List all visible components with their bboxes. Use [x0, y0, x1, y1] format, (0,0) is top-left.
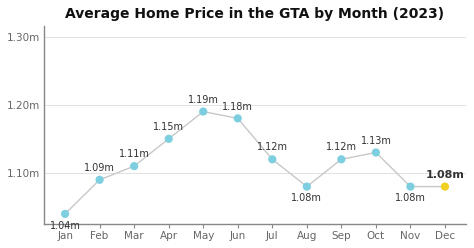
Point [61, 212, 69, 216]
Point [130, 164, 138, 168]
Title: Average Home Price in the GTA by Month (2023): Average Home Price in the GTA by Month (… [65, 7, 445, 21]
Point [165, 137, 173, 141]
Point [337, 157, 345, 161]
Point [407, 185, 414, 188]
Text: 1.08m: 1.08m [292, 193, 322, 203]
Text: 1.12m: 1.12m [326, 143, 357, 153]
Text: 1.08m: 1.08m [395, 193, 426, 203]
Text: 1.09m: 1.09m [84, 163, 115, 173]
Point [234, 116, 242, 120]
Point [303, 185, 310, 188]
Point [372, 151, 380, 155]
Point [96, 178, 103, 182]
Point [441, 185, 449, 188]
Text: 1.11m: 1.11m [118, 149, 150, 159]
Text: 1.12m: 1.12m [257, 143, 288, 153]
Text: 1.13m: 1.13m [360, 136, 392, 146]
Text: 1.19m: 1.19m [188, 95, 219, 105]
Text: 1.18m: 1.18m [222, 101, 253, 112]
Text: 1.08m: 1.08m [426, 170, 465, 180]
Text: 1.04m: 1.04m [50, 221, 81, 231]
Point [268, 157, 276, 161]
Text: 1.15m: 1.15m [153, 122, 184, 132]
Point [200, 110, 207, 114]
